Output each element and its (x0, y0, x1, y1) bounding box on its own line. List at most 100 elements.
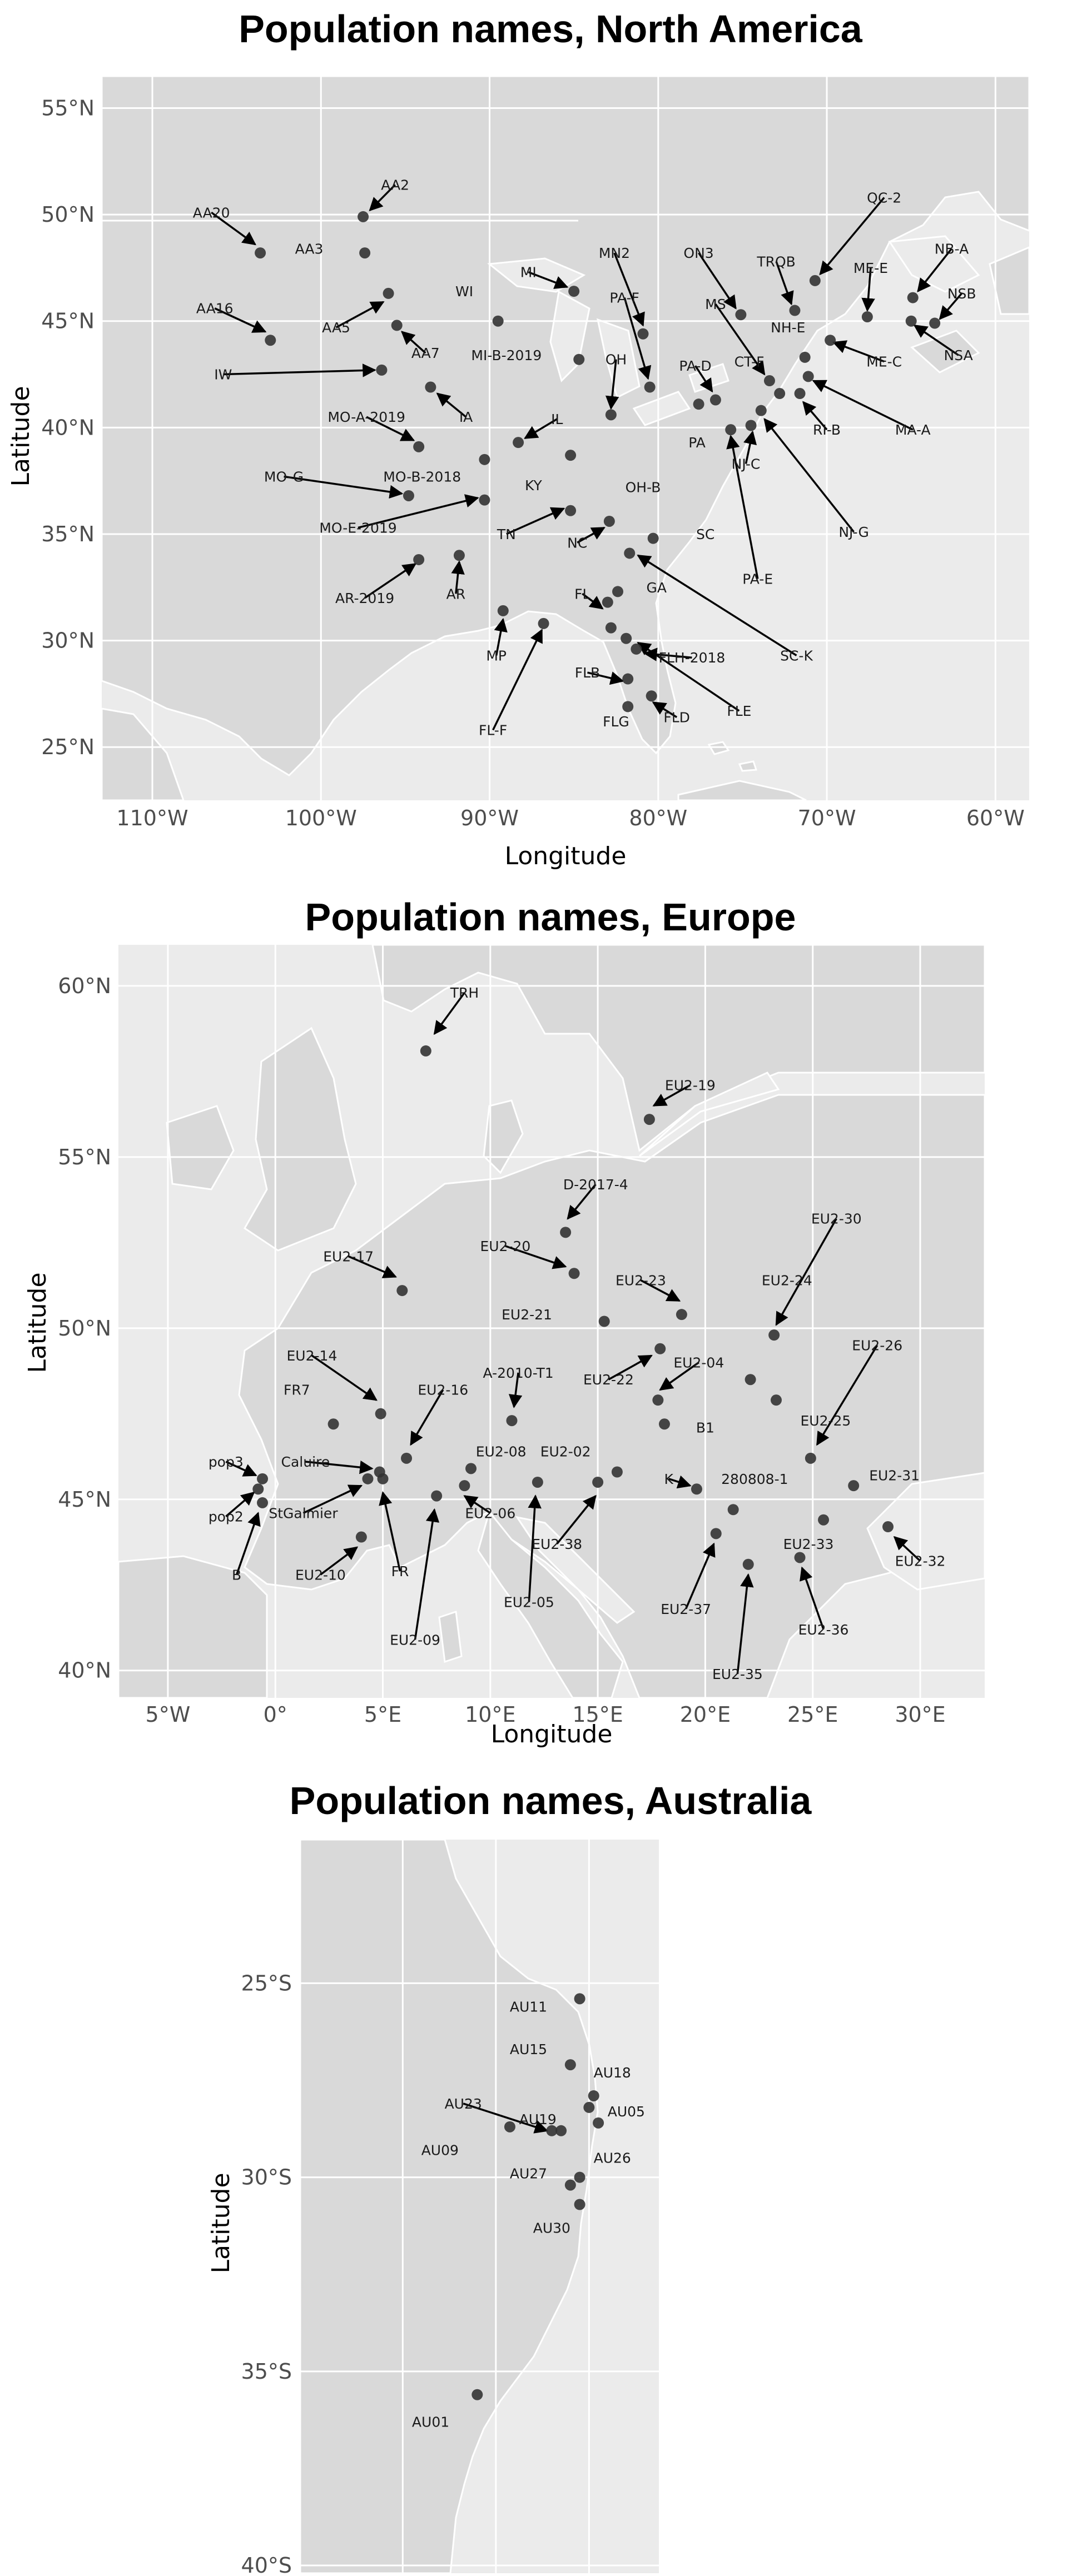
population-point (637, 328, 649, 340)
label-arrow (819, 197, 885, 276)
label-arrow (623, 297, 652, 380)
point-label: PA-F (609, 290, 639, 306)
point-label: EU2-22 (583, 1372, 634, 1388)
point-label: EU2-17 (323, 1248, 374, 1264)
y-tick-label: 40°S (241, 2553, 292, 2573)
label-arrow (369, 184, 396, 212)
label-arrow (235, 1512, 261, 1575)
point-label: NJ-C (732, 456, 761, 472)
label-arrows (463, 2102, 549, 2134)
population-point (805, 1452, 816, 1464)
label-arrow (652, 1084, 691, 1107)
point-label: EU2-35 (712, 1666, 763, 1682)
population-points (255, 211, 941, 712)
point-label: EU2-31 (869, 1468, 920, 1484)
population-point (799, 351, 811, 363)
point-label: AU15 (510, 2041, 547, 2057)
population-point (506, 1415, 518, 1427)
label-arrow (587, 671, 624, 685)
point-label: AU26 (594, 2150, 631, 2166)
point-label: ME-E (853, 260, 888, 276)
label-arrow (775, 261, 794, 306)
map-australia-svg: 25°S30°S35°S40°S AU11AU15AU18AU05AU23AU1… (207, 1838, 659, 2576)
point-label: EU2-24 (762, 1273, 812, 1289)
point-label: EU2-08 (476, 1444, 527, 1460)
point-label: FR7 (284, 1382, 310, 1398)
x-tick-label: 5°E (364, 1702, 401, 1727)
population-point (564, 2179, 576, 2191)
population-point (257, 1473, 269, 1484)
point-label: MI-B-2019 (471, 347, 542, 363)
label-arrow (358, 494, 479, 529)
point-label: MA-A (895, 422, 931, 438)
y-tick-label: 25°N (41, 735, 95, 759)
point-label: FR (391, 1563, 409, 1580)
population-point (568, 286, 580, 297)
point-label: AA2 (381, 177, 409, 193)
population-point (513, 437, 524, 449)
population-point (621, 632, 632, 644)
population-point (255, 247, 266, 259)
label-arrow (640, 1279, 681, 1302)
population-point (763, 375, 775, 387)
population-point (574, 2199, 585, 2210)
population-labels: AA20 AA2 AA3 AA16 AA5 AA7 IW WI MI MI-B-2019 IA MO-… (193, 177, 976, 738)
point-label: EU2-19 (665, 1078, 716, 1094)
point-label: Caluire (281, 1454, 330, 1470)
point-label: EU2-30 (811, 1211, 862, 1227)
population-point (588, 2090, 599, 2101)
population-point (622, 673, 634, 685)
x-tick-label: 15°E (572, 1702, 623, 1727)
x-tick-label: 60°W (966, 806, 1025, 830)
point-label: EU2-20 (480, 1238, 530, 1254)
population-point (504, 2121, 515, 2132)
label-arrow (463, 1495, 491, 1514)
point-label: AU11 (510, 1999, 547, 2015)
population-point (565, 450, 577, 461)
label-arrow (320, 1546, 359, 1576)
point-label: AA16 (196, 301, 234, 317)
population-point (431, 1490, 443, 1502)
x-tick-label: 0° (264, 1702, 287, 1727)
population-point (624, 547, 636, 559)
population-point (611, 1466, 623, 1478)
point-label: D-2017-4 (563, 1177, 628, 1193)
point-label: EU2-04 (673, 1354, 724, 1371)
label-arrow (508, 1372, 523, 1408)
population-point (403, 490, 414, 501)
population-point (376, 364, 388, 376)
population-point (882, 1521, 894, 1533)
label-arrow (800, 1566, 825, 1630)
x-tick-label: 30°E (895, 1702, 945, 1727)
population-point (252, 1483, 264, 1495)
population-point (413, 554, 425, 565)
x-tick-label: 80°W (629, 806, 687, 830)
label-arrow (463, 2102, 549, 2134)
point-label: TRH (450, 985, 479, 1001)
x-axis-title: Longitude (491, 1720, 613, 1748)
y-tick-label: 40°N (41, 415, 95, 440)
point-label: NSA (944, 347, 973, 363)
population-point (420, 1045, 431, 1057)
population-point (905, 315, 917, 327)
label-arrow (567, 1184, 597, 1220)
point-label: pop3 (209, 1454, 244, 1470)
map-europe: 40°N 45°N 50°N 55°N 60°N 5°W 0° 5°E 10°E 15°E 20°E… (0, 939, 1072, 1773)
point-label: EU2-36 (798, 1622, 849, 1638)
point-label: MO-A-2019 (327, 409, 405, 425)
population-point (646, 690, 657, 702)
population-points (252, 1045, 894, 1570)
point-label: B (232, 1567, 241, 1583)
point-label: EU2-23 (616, 1273, 666, 1289)
population-point (789, 305, 801, 316)
point-label: ON3 (683, 245, 713, 261)
label-arrow (775, 1218, 837, 1326)
population-point (809, 275, 821, 286)
population-point (848, 1480, 860, 1492)
point-label: AU30 (533, 2220, 570, 2236)
gridlines (300, 1840, 659, 2573)
population-point (794, 1552, 806, 1563)
point-label: IA (459, 409, 473, 425)
population-point (818, 1514, 830, 1526)
population-point (265, 335, 276, 346)
